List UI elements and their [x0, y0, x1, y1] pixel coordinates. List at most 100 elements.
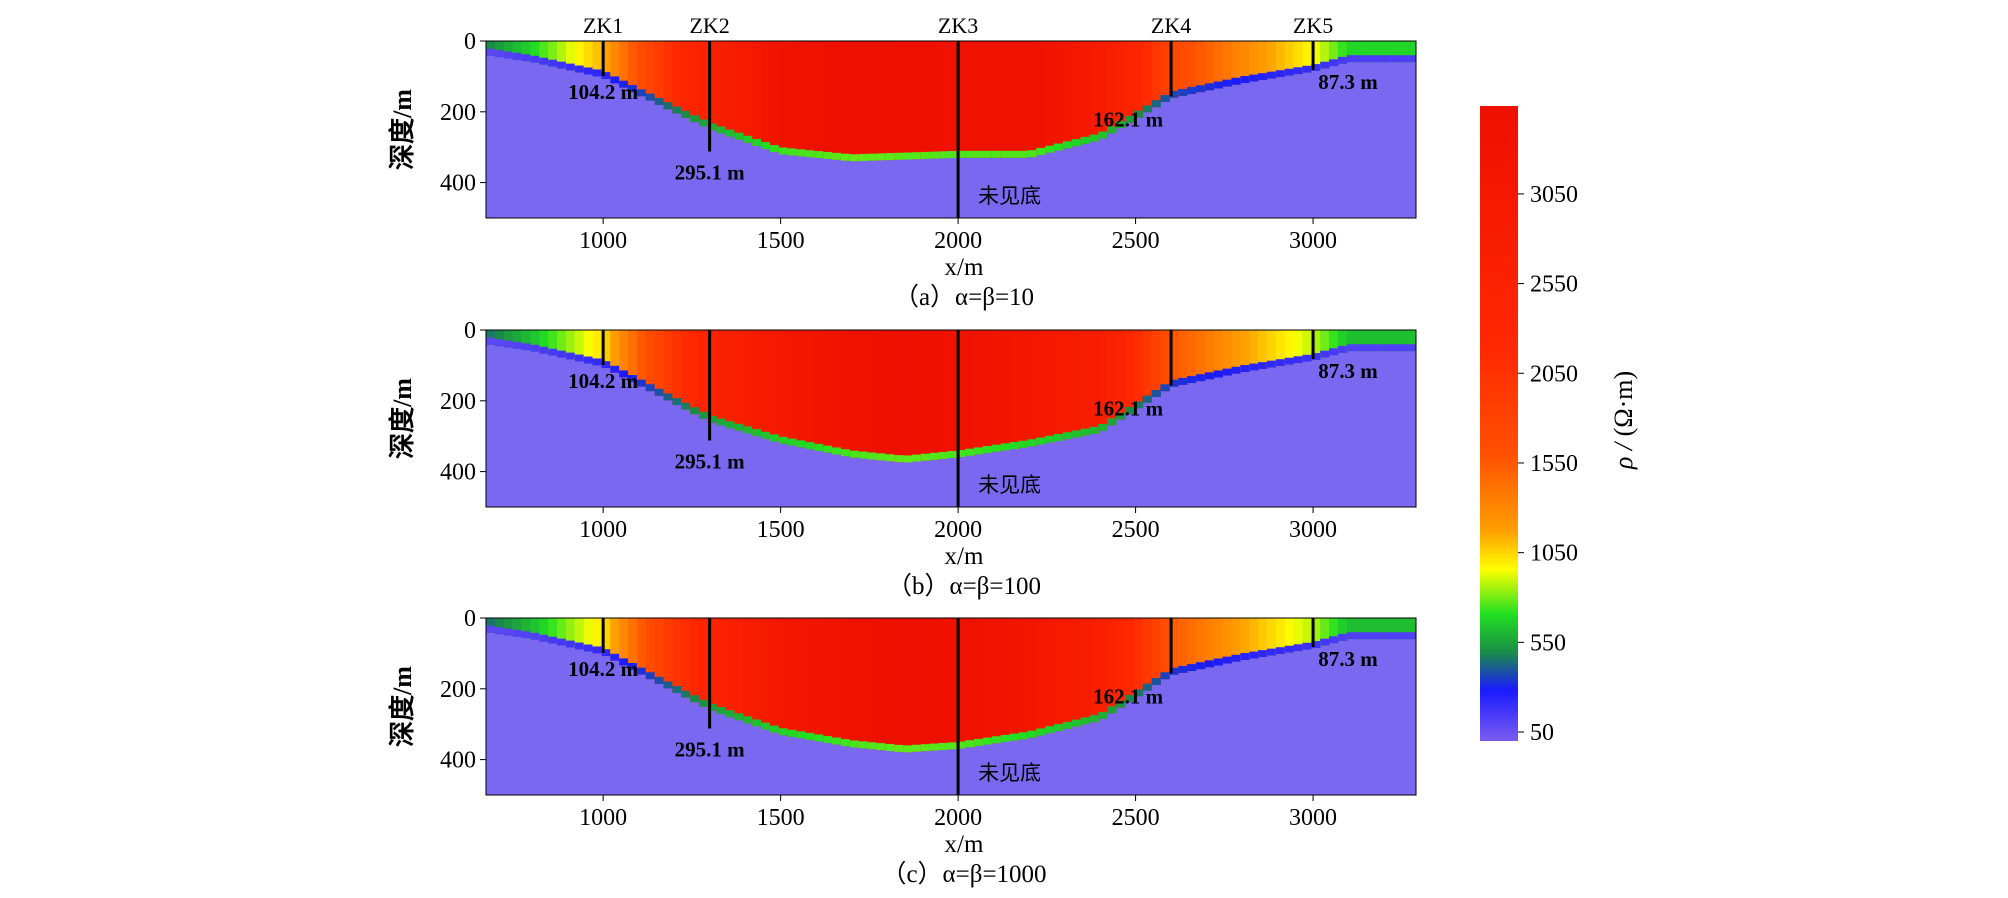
- boundary-cell: [1107, 126, 1117, 134]
- boundary-cell: [1400, 632, 1410, 640]
- heatmap-cell: [1337, 330, 1348, 353]
- boundary-cell: [1382, 344, 1392, 352]
- heatmap-cell: [991, 618, 1002, 744]
- heatmap-cell: [654, 41, 664, 105]
- boundary-cell: [1346, 55, 1357, 63]
- boundary-cell: [1045, 145, 1055, 153]
- boundary-cell: [636, 89, 647, 97]
- boundary-cell: [494, 627, 505, 635]
- boundary-cell: [938, 151, 948, 159]
- boundary-cell: [1098, 711, 1108, 719]
- boundary-cell: [565, 640, 576, 648]
- boundary-cell: [823, 736, 833, 744]
- boundary-cell: [1018, 732, 1028, 740]
- boundary-cell: [1124, 115, 1135, 123]
- heatmap-cell: [548, 618, 558, 644]
- colorbar-tick-label: 1550: [1530, 451, 1578, 477]
- heatmap-cell: [707, 330, 718, 423]
- heatmap-cell: [929, 618, 940, 751]
- boundary-cell: [734, 132, 744, 140]
- boundary-cell: [1071, 139, 1082, 147]
- heatmap-cell: [1098, 618, 1108, 719]
- boundary-cell: [512, 629, 522, 637]
- heatmap-cell: [1311, 41, 1321, 72]
- heatmap-cell: [1018, 618, 1028, 740]
- heatmap-cell: [1240, 618, 1250, 661]
- boundary-cell: [690, 407, 700, 415]
- panel-caption: （b）α=β=100: [887, 572, 1041, 600]
- heatmap-cell: [1116, 330, 1126, 420]
- heatmap-cell: [1275, 41, 1286, 78]
- boundary-cell: [1027, 730, 1037, 738]
- heatmap-cell: [1204, 41, 1215, 91]
- heatmap-cell: [1027, 41, 1037, 158]
- heatmap-cell: [938, 330, 948, 459]
- heatmap-cell: [583, 330, 593, 364]
- boundary-cell: [761, 142, 771, 150]
- boundary-cell: [654, 676, 664, 684]
- boundary-cell: [539, 57, 549, 65]
- boundary-cell: [1400, 55, 1410, 63]
- boundary-cell: [867, 742, 877, 750]
- heatmap-cell: [574, 330, 585, 362]
- boundary-cell: [1240, 653, 1250, 661]
- x-axis-label: x/m: [945, 543, 984, 570]
- heatmap-cell: [805, 618, 815, 740]
- boundary-cell: [1364, 344, 1374, 352]
- heatmap-cell: [530, 330, 540, 352]
- heatmap-cell: [991, 330, 1002, 452]
- heatmap-cell: [681, 330, 691, 410]
- boundary-cell: [1133, 110, 1144, 118]
- x-tick-label: 3000: [1289, 805, 1337, 831]
- borehole-depth-label-zk3: 未见底: [978, 184, 1041, 208]
- boundary-cell: [521, 343, 531, 351]
- boundary-cell: [663, 681, 673, 689]
- heatmap-cell: [938, 41, 948, 159]
- borehole-name-zk1: ZK1: [583, 13, 623, 38]
- boundary-cell: [1089, 426, 1099, 434]
- borehole-depth-label-zk5: 87.3 m: [1318, 70, 1378, 94]
- heatmap-cell: [725, 330, 735, 429]
- boundary-cell: [787, 148, 798, 156]
- heatmap-cell: [1284, 41, 1295, 76]
- plot-frame: [485, 329, 1417, 508]
- boundary-cell: [1249, 363, 1259, 371]
- boundary-cell: [849, 154, 860, 162]
- heatmap-cell: [716, 618, 727, 715]
- colorbar-label-unit: (Ω·m): [1609, 371, 1638, 437]
- heatmap-cell: [734, 330, 744, 431]
- boundary-cell: [716, 707, 727, 715]
- boundary-cell: [1258, 362, 1268, 370]
- heatmap-cell: [1258, 330, 1268, 370]
- heatmap-cell: [1346, 41, 1357, 63]
- boundary-cell: [974, 150, 984, 158]
- boundary-cell: [583, 67, 593, 75]
- boundary-cell: [1364, 632, 1374, 640]
- borehole-depth-label-zk3: 未见底: [978, 761, 1041, 785]
- boundary-cell: [1364, 55, 1374, 63]
- heatmap-cell: [947, 330, 957, 459]
- boundary-cell: [707, 703, 718, 711]
- borehole-name-zk3: ZK3: [938, 13, 978, 38]
- heatmap-cell: [743, 41, 753, 143]
- boundary-cell: [796, 149, 806, 157]
- boundary-cell: [956, 741, 966, 749]
- boundary-cell: [1187, 664, 1197, 672]
- heatmap-cell: [920, 618, 931, 752]
- heatmap-cell: [769, 330, 780, 442]
- boundary-cell: [1116, 121, 1126, 129]
- boundary-cell: [823, 445, 833, 453]
- heatmap-cell: [1329, 41, 1339, 67]
- boundary-cell: [645, 384, 656, 392]
- boundary-cell: [503, 340, 514, 348]
- boundary-cell: [1062, 141, 1073, 149]
- heatmap-cell: [752, 618, 762, 727]
- boundary-cell: [1275, 70, 1286, 78]
- heatmap-cell: [1089, 41, 1099, 142]
- boundary-cell: [1222, 79, 1232, 87]
- heatmap-cell: [725, 41, 735, 137]
- boundary-cell: [1355, 344, 1366, 352]
- x-tick-label: 2000: [934, 805, 982, 831]
- heatmap-cell: [619, 618, 629, 666]
- boundary-cell: [725, 129, 735, 137]
